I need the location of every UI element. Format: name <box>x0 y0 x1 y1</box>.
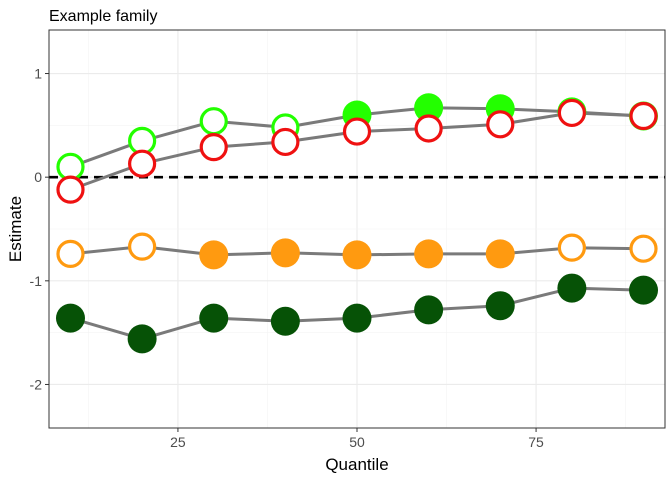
data-point <box>557 233 586 262</box>
data-point <box>270 306 300 336</box>
data-points <box>55 93 659 354</box>
data-point <box>414 114 443 143</box>
data-point <box>342 303 372 333</box>
y-tick-label: -1 <box>30 273 43 289</box>
x-tick-label: 25 <box>170 434 186 450</box>
data-point <box>199 240 229 270</box>
data-point <box>485 239 515 269</box>
x-tick-label: 50 <box>349 434 365 450</box>
data-point <box>270 238 300 268</box>
data-point <box>271 127 300 157</box>
data-point <box>414 93 444 123</box>
data-point <box>127 324 157 354</box>
data-point <box>128 149 157 178</box>
data-point <box>629 101 658 131</box>
axis-ticks: 25 50 75 1 0 -1 -2 <box>30 66 545 450</box>
y-axis-title: Estimate <box>6 196 25 262</box>
data-point <box>557 273 587 303</box>
data-point <box>56 239 85 268</box>
data-point <box>485 291 515 321</box>
chart-title: Example family <box>49 8 157 25</box>
data-point <box>486 110 515 139</box>
data-point <box>414 295 444 325</box>
data-point <box>56 175 85 204</box>
data-point <box>414 239 444 269</box>
data-point <box>629 275 659 305</box>
data-point <box>342 117 372 146</box>
x-tick-label: 75 <box>528 434 544 450</box>
y-tick-label: 1 <box>34 66 42 82</box>
data-point <box>55 303 85 333</box>
data-point <box>342 240 372 270</box>
data-point <box>199 107 228 136</box>
data-point <box>199 133 228 162</box>
data-point <box>557 98 586 128</box>
y-tick-label: -2 <box>30 376 43 392</box>
data-point <box>199 303 229 333</box>
x-axis-title: Quantile <box>325 455 388 474</box>
data-point <box>629 234 658 263</box>
y-tick-label: 0 <box>34 169 42 185</box>
data-point <box>128 232 157 261</box>
